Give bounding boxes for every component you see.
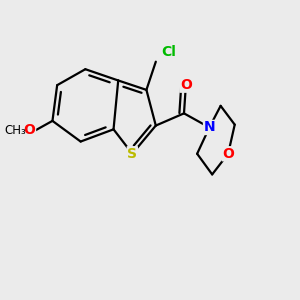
Text: Cl: Cl <box>161 45 176 59</box>
Text: O: O <box>222 147 234 161</box>
Text: O: O <box>24 123 36 137</box>
Text: N: N <box>203 121 215 134</box>
Text: O: O <box>180 78 192 92</box>
Text: CH₃: CH₃ <box>4 124 26 137</box>
Text: S: S <box>127 147 137 161</box>
